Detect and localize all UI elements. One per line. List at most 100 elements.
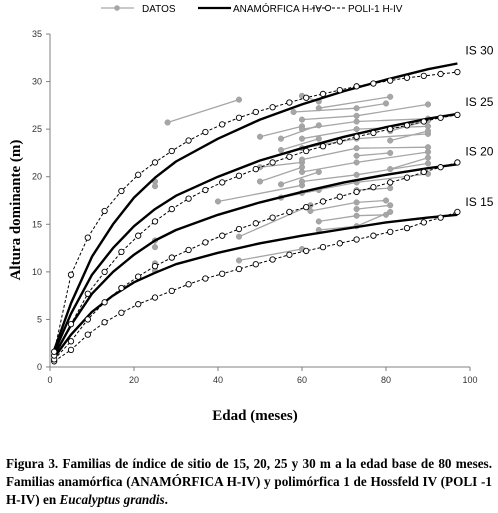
poli-point (151, 294, 159, 301)
datos-point (151, 183, 159, 190)
datos-point (353, 159, 360, 166)
site-index-label-is-15: IS 15 (465, 195, 493, 209)
y-tick-label: 25 (32, 124, 42, 134)
poli-point (303, 147, 310, 155)
poli-point (420, 118, 427, 125)
anamorfica-series (53, 62, 458, 359)
poli-point (420, 168, 427, 176)
datos-line (301, 146, 429, 161)
poli-point (135, 232, 142, 239)
poli-point (370, 232, 377, 239)
datos-point (387, 137, 394, 144)
poli-point (101, 268, 108, 276)
poli-point (437, 70, 444, 78)
datos-point (353, 145, 360, 152)
site-index-label-is-20: IS 20 (465, 144, 493, 158)
anamorfica-curve-is-25 (53, 112, 458, 354)
poli-point (185, 195, 192, 202)
poli-point (118, 284, 125, 292)
datos-point (307, 207, 314, 215)
datos-point (353, 206, 360, 213)
poli-point (303, 247, 310, 255)
poli-point (454, 68, 461, 76)
poli-point (135, 171, 142, 178)
y-tick-label: 35 (32, 29, 42, 39)
poli-point (84, 331, 91, 338)
datos-point (235, 233, 243, 240)
y-tick-label: 5 (37, 314, 42, 324)
y-axis-title: Altura dominante (m) (8, 140, 24, 281)
poli-point (101, 207, 108, 215)
x-tick-label: 0 (47, 375, 52, 385)
caption-end: . (164, 492, 168, 507)
poli-point (370, 129, 377, 137)
datos-point (164, 119, 171, 126)
poli-point (420, 72, 427, 80)
datos-point (298, 135, 306, 142)
poli-point (286, 99, 293, 106)
poli-point (269, 214, 276, 221)
poli-point (353, 83, 360, 90)
datos-point (277, 181, 285, 188)
poli-point (286, 208, 293, 216)
poli-point (118, 187, 125, 195)
poli-point (319, 243, 327, 251)
poli-point (353, 133, 360, 140)
datos-line (259, 166, 303, 183)
poli-point (219, 179, 226, 186)
poli-curve-is-25 (53, 114, 458, 356)
datos-line (280, 171, 320, 185)
x-tick-label: 60 (297, 375, 307, 385)
poli-point (84, 316, 91, 323)
poli-point (235, 265, 243, 273)
poli-point (202, 239, 209, 246)
caption-label: Figura 3. (6, 456, 59, 471)
poli-point (403, 224, 411, 232)
datos-point (424, 101, 432, 108)
poli-point (437, 114, 444, 121)
poli-point (51, 348, 58, 355)
datos-line (238, 204, 311, 238)
poli-point (252, 261, 259, 268)
datos-point (353, 126, 360, 133)
datos-point (387, 208, 394, 215)
datos-point (315, 218, 322, 225)
poli-point (387, 228, 394, 236)
poli-point (319, 143, 327, 150)
datos-line (259, 125, 303, 138)
poli-point (387, 125, 394, 133)
legend-anamorfica-label: ANAMÓRFICA H-IV (233, 2, 322, 15)
poli-point (403, 174, 411, 181)
datos-point (298, 156, 306, 163)
poli-point (319, 90, 327, 98)
poli-point (168, 147, 175, 155)
poli-point (202, 275, 209, 282)
poli-point (219, 270, 226, 277)
poli-point (151, 218, 159, 225)
datos-point (353, 112, 360, 119)
datos-line (238, 248, 303, 262)
datos-point (277, 147, 285, 154)
datos-point (151, 244, 159, 251)
poli-point (286, 153, 293, 160)
x-tick-label: 80 (381, 375, 391, 385)
y-tick-label: 15 (32, 219, 42, 229)
site-index-label-is-30: IS 30 (465, 44, 493, 58)
datos-point (256, 178, 264, 185)
growth-chart: DATOS ANAMÓRFICA H-IV POLI-1 H-IV 0 20 40 60 8… (8, 2, 494, 424)
poli-point (437, 214, 444, 221)
datos-line (356, 204, 391, 210)
poli-point (67, 271, 75, 278)
poli-point (336, 193, 343, 200)
datos-point (353, 171, 360, 178)
datos-point (353, 152, 360, 159)
datos-point (298, 168, 306, 176)
poli-point (336, 240, 343, 247)
anamorfica-curve-is-30 (53, 62, 458, 351)
poli-point (252, 108, 259, 116)
poli-point (135, 301, 142, 308)
poli-point (336, 138, 343, 145)
poli-point (185, 137, 192, 144)
axes: 0 20 40 60 80 100 0 5 10 15 20 25 30 35 (32, 29, 478, 385)
